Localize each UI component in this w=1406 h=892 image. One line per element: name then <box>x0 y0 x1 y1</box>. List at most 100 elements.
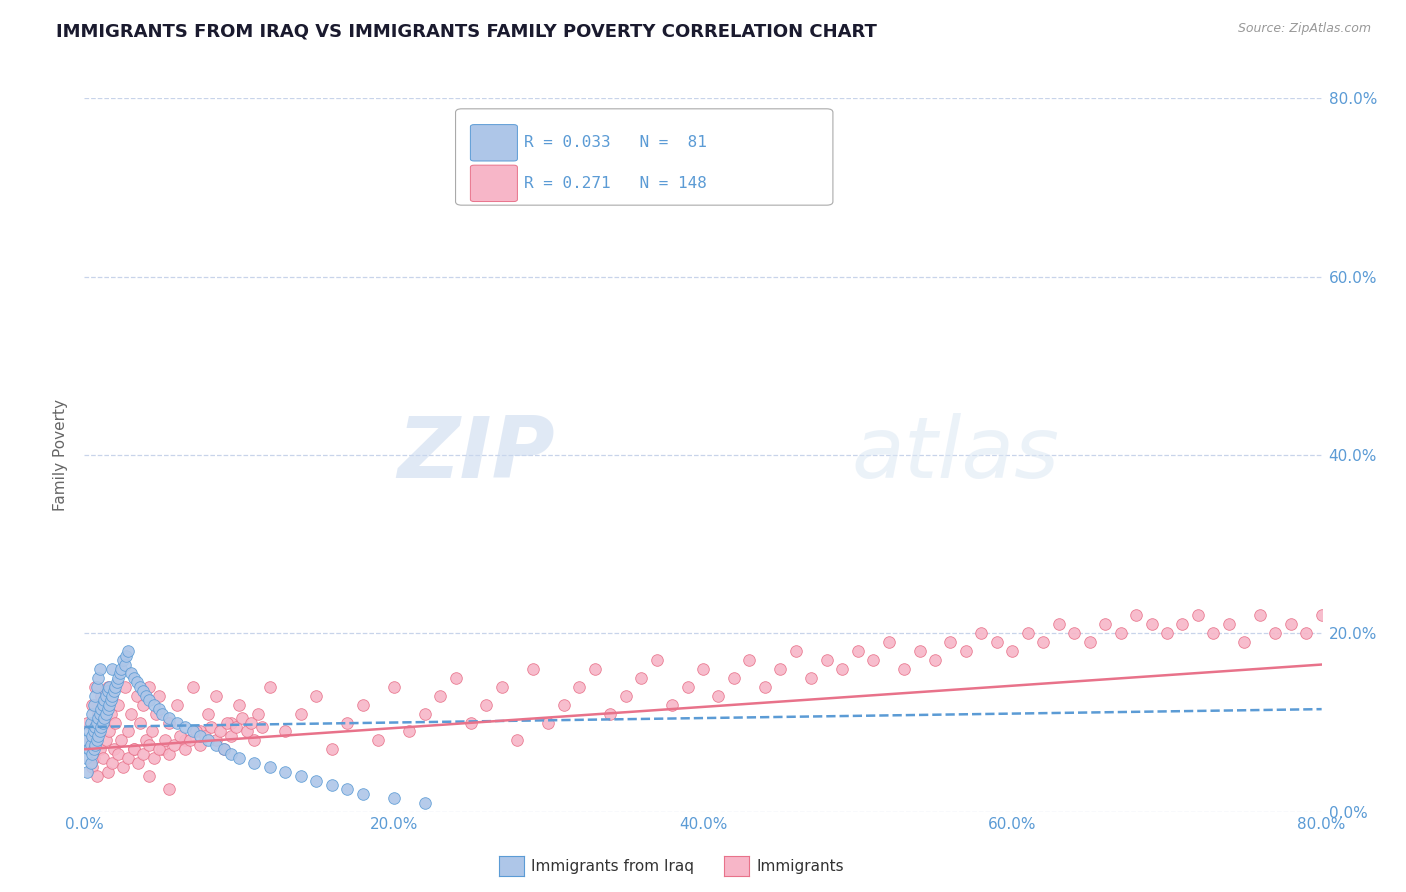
Point <box>243 756 266 770</box>
FancyBboxPatch shape <box>471 125 517 161</box>
Point <box>87 711 110 725</box>
Point <box>150 706 173 721</box>
Text: R = 0.271   N = 148: R = 0.271 N = 148 <box>523 176 706 191</box>
Point <box>138 738 160 752</box>
Point <box>114 680 136 694</box>
Point <box>194 729 217 743</box>
Point <box>94 733 117 747</box>
Point <box>90 702 112 716</box>
Point <box>444 671 467 685</box>
Point <box>181 680 204 694</box>
Point <box>274 724 297 739</box>
Point <box>382 680 405 694</box>
FancyBboxPatch shape <box>456 109 832 205</box>
Point <box>599 706 621 721</box>
Point <box>413 706 436 721</box>
Point <box>89 662 111 676</box>
Point <box>107 671 129 685</box>
Point <box>413 796 436 810</box>
Point <box>132 698 155 712</box>
Point <box>105 675 128 690</box>
Point <box>1156 626 1178 640</box>
Text: Immigrants: Immigrants <box>756 859 844 873</box>
Point <box>174 720 197 734</box>
Point <box>212 742 235 756</box>
Point <box>91 751 114 765</box>
Point <box>1264 626 1286 640</box>
Point <box>103 742 125 756</box>
Point <box>108 666 131 681</box>
Point <box>274 764 297 779</box>
Point <box>138 680 160 694</box>
Point <box>231 711 253 725</box>
Point <box>159 782 181 797</box>
Point <box>305 689 328 703</box>
Point <box>862 653 884 667</box>
Point <box>91 715 114 730</box>
Point <box>76 715 98 730</box>
Point <box>104 715 127 730</box>
Point <box>382 791 405 805</box>
Point <box>91 698 114 712</box>
Text: IMMIGRANTS FROM IRAQ VS IMMIGRANTS FAMILY POVERTY CORRELATION CHART: IMMIGRANTS FROM IRAQ VS IMMIGRANTS FAMIL… <box>56 22 877 40</box>
Point <box>115 648 138 663</box>
Point <box>100 693 122 707</box>
Text: Immigrants from Iraq: Immigrants from Iraq <box>531 859 695 873</box>
Point <box>228 751 250 765</box>
Text: ZIP: ZIP <box>396 413 554 497</box>
Point <box>153 733 176 747</box>
Point <box>1202 626 1225 640</box>
Point <box>148 702 170 716</box>
Point <box>877 635 900 649</box>
Point <box>89 706 111 721</box>
Point <box>1249 608 1271 623</box>
Point <box>1017 626 1039 640</box>
Point <box>212 742 235 756</box>
Point <box>135 689 157 703</box>
Point <box>259 760 281 774</box>
Point <box>1295 626 1317 640</box>
Point <box>79 738 101 752</box>
Point <box>159 715 181 730</box>
Point <box>800 671 823 685</box>
Point <box>205 733 228 747</box>
Point <box>150 742 173 756</box>
Text: Source: ZipAtlas.com: Source: ZipAtlas.com <box>1237 22 1371 36</box>
Point <box>321 778 343 792</box>
Point <box>112 760 135 774</box>
Point <box>553 698 575 712</box>
Point <box>75 751 97 765</box>
Point <box>197 706 219 721</box>
Point <box>76 733 98 747</box>
Point <box>101 689 124 703</box>
Point <box>83 751 105 765</box>
Point <box>352 698 374 712</box>
Point <box>290 769 312 783</box>
Point <box>93 698 115 712</box>
Point <box>970 626 993 640</box>
Point <box>94 706 117 721</box>
Point <box>104 680 127 694</box>
Point <box>475 698 498 712</box>
Point <box>986 635 1008 649</box>
Point <box>460 715 482 730</box>
Point <box>79 715 101 730</box>
Point <box>94 689 117 703</box>
Point <box>98 698 121 712</box>
Point <box>114 657 136 672</box>
Point <box>1218 617 1240 632</box>
Point <box>209 724 232 739</box>
Point <box>145 706 167 721</box>
Point <box>138 693 160 707</box>
Point <box>893 662 915 676</box>
Point <box>79 733 101 747</box>
Point <box>129 680 152 694</box>
Point <box>128 756 150 770</box>
Point <box>129 715 152 730</box>
Point <box>221 715 243 730</box>
Point <box>87 671 110 685</box>
Point <box>908 644 931 658</box>
Point <box>82 747 104 761</box>
Text: R = 0.033   N =  81: R = 0.033 N = 81 <box>523 136 706 150</box>
Point <box>252 720 274 734</box>
